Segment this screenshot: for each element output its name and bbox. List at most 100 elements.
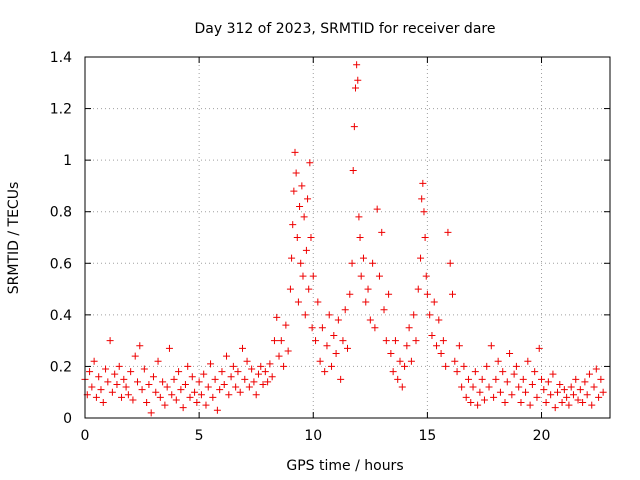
data-point [422, 272, 430, 280]
data-point [554, 388, 561, 396]
data-point [188, 373, 196, 381]
data-point [113, 380, 121, 388]
data-point [220, 380, 228, 388]
data-point [540, 386, 548, 394]
data-point [161, 401, 169, 409]
data-point [510, 370, 518, 378]
data-point [544, 378, 552, 386]
data-point [469, 383, 477, 391]
data-point [328, 362, 336, 370]
data-point [127, 368, 135, 376]
data-point [170, 375, 178, 383]
data-point [191, 388, 199, 396]
data-point [154, 357, 162, 365]
data-point [177, 386, 185, 394]
data-point [97, 386, 105, 394]
data-point [389, 368, 397, 376]
data-point [202, 401, 210, 409]
data-point [264, 378, 272, 386]
data-point [286, 285, 294, 293]
data-point [569, 391, 577, 399]
data-point [451, 357, 459, 365]
data-point [556, 380, 564, 388]
data-point [355, 213, 363, 221]
data-point [289, 221, 297, 229]
data-point [138, 386, 146, 394]
data-point [430, 298, 438, 306]
axis-ticks [84, 56, 610, 419]
data-point [223, 352, 231, 360]
data-point [394, 375, 402, 383]
data-point [501, 399, 509, 407]
data-point [325, 311, 333, 319]
data-point [204, 383, 212, 391]
data-point [296, 203, 304, 211]
data-point [120, 375, 128, 383]
data-point [353, 61, 361, 69]
data-point [341, 306, 349, 314]
data-point [165, 344, 173, 352]
data-point [213, 406, 221, 414]
data-point [282, 321, 290, 329]
data-point [268, 373, 276, 381]
data-point [318, 324, 326, 332]
data-point [519, 375, 527, 383]
data-point [216, 386, 224, 394]
data-point [330, 331, 338, 339]
data-point [321, 368, 329, 376]
data-point [186, 393, 194, 401]
data-point [108, 388, 116, 396]
y-tick-label: 0 [63, 411, 72, 427]
data-point [535, 344, 543, 352]
data-point [412, 337, 420, 345]
data-point [95, 373, 103, 381]
data-point [104, 378, 112, 386]
data-point [257, 362, 265, 370]
data-point [444, 228, 452, 236]
data-point [592, 365, 600, 373]
data-point [588, 401, 596, 409]
data-point [305, 285, 313, 293]
data-point [298, 182, 306, 190]
data-point [306, 159, 314, 167]
data-point [179, 404, 187, 412]
data-point [460, 362, 468, 370]
data-point [172, 396, 180, 404]
data-point [261, 368, 269, 376]
data-point [334, 316, 342, 324]
data-point [292, 169, 300, 177]
data-point [323, 342, 331, 350]
y-tick-label: 1 [63, 153, 72, 169]
data-point [417, 254, 425, 262]
data-point [426, 311, 434, 319]
data-point [369, 259, 377, 267]
data-point [307, 234, 315, 241]
data-point [421, 234, 429, 241]
plot-frame [84, 56, 611, 419]
data-point [401, 362, 409, 370]
data-point [371, 324, 379, 332]
data-point [184, 362, 192, 370]
data-point [462, 393, 470, 401]
data-point [356, 234, 364, 241]
data-point [373, 205, 381, 213]
data-point [159, 378, 167, 386]
data-point [337, 375, 345, 383]
data-point [304, 195, 312, 203]
data-point [515, 383, 523, 391]
data-point [531, 368, 539, 376]
data-point [419, 179, 427, 187]
data-point [297, 259, 305, 267]
data-point [301, 311, 309, 319]
data-point [270, 337, 278, 345]
data-point [129, 396, 137, 404]
data-point [565, 401, 573, 409]
data-point [382, 337, 390, 345]
data-point [496, 388, 504, 396]
data-point [366, 316, 374, 324]
data-point [538, 375, 546, 383]
data-point [254, 370, 262, 378]
data-point [195, 378, 203, 386]
data-point [418, 195, 426, 203]
